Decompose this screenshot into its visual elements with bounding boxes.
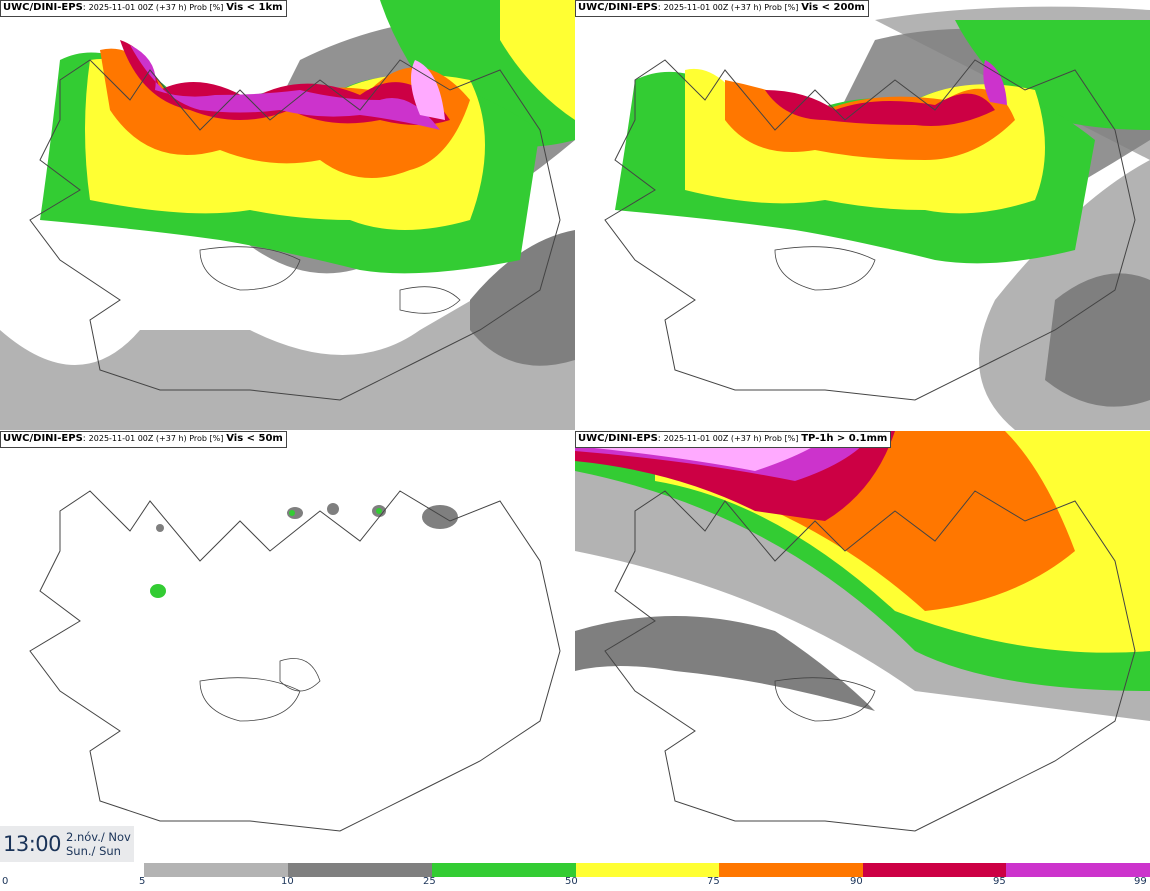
map-panel-vis-200m: UWC/DINI-EPS: 2025-11-01 00Z (+37 h) Pro… <box>575 0 1150 430</box>
legend-tick-label: 5 <box>139 876 146 887</box>
valid-date-day: 2.nóv./ Nov <box>66 830 131 844</box>
map-panel-tp-1h: UWC/DINI-EPS: 2025-11-01 00Z (+37 h) Pro… <box>575 431 1150 861</box>
legend-swatch <box>1006 863 1150 877</box>
probability-map-vis-50m <box>29 490 561 832</box>
panel-title: UWC/DINI-EPS: 2025-11-01 00Z (+37 h) Pro… <box>575 431 892 448</box>
valid-date: 2.nóv./ Nov Sun./ Sun <box>66 830 131 858</box>
legend-swatch <box>863 863 1006 877</box>
valid-time: 13:00 <box>3 832 62 856</box>
legend-tick-label: 95 <box>993 876 1006 887</box>
legend-swatch <box>576 863 719 877</box>
legend-tick-label: 25 <box>423 876 436 887</box>
legend-tick-label: 10 <box>281 876 294 887</box>
map-panel-vis-1km: UWC/DINI-EPS: 2025-11-01 00Z (+37 h) Pro… <box>0 0 575 430</box>
panel-title: UWC/DINI-EPS: 2025-11-01 00Z (+37 h) Pro… <box>0 0 287 17</box>
valid-time-box: 13:00 2.nóv./ Nov Sun./ Sun <box>0 826 134 862</box>
legend-tick-label: 50 <box>565 876 578 887</box>
probability-map-tp-1h <box>575 431 1150 861</box>
legend-swatch <box>432 863 576 877</box>
legend-swatch <box>719 863 863 877</box>
probability-color-legend <box>144 863 1150 877</box>
legend-tick-label: 99 <box>1134 876 1147 887</box>
legend-swatch <box>288 863 432 877</box>
legend-swatch <box>144 863 288 877</box>
map-panel-vis-50m: UWC/DINI-EPS: 2025-11-01 00Z (+37 h) Pro… <box>0 431 575 861</box>
valid-date-weekday: Sun./ Sun <box>66 844 121 858</box>
legend-tick-label: 0 <box>2 876 9 887</box>
probability-map-vis-1km <box>0 0 575 430</box>
legend-tick-label: 90 <box>850 876 863 887</box>
probability-map-vis-200m <box>604 6 1150 430</box>
legend-tick-label: 75 <box>707 876 720 887</box>
panel-title: UWC/DINI-EPS: 2025-11-01 00Z (+37 h) Pro… <box>0 431 287 448</box>
panel-title: UWC/DINI-EPS: 2025-11-01 00Z (+37 h) Pro… <box>575 0 869 17</box>
